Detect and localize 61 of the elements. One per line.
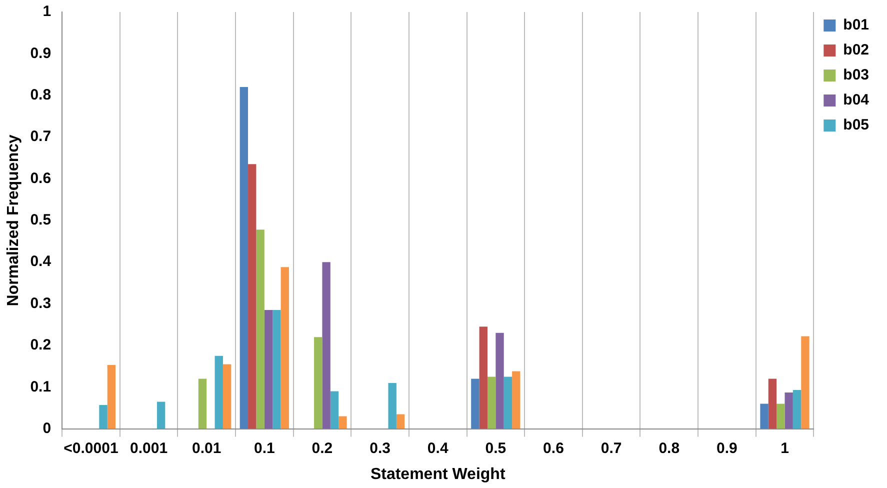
bar	[330, 391, 339, 429]
bar	[801, 336, 810, 429]
bar	[487, 376, 496, 429]
bar	[314, 337, 322, 429]
bar	[198, 378, 207, 429]
legend-label: b03	[843, 66, 870, 84]
x-tick-label: 0.5	[485, 440, 506, 457]
bar	[156, 402, 166, 429]
bar	[776, 404, 785, 429]
x-tick-label: 0.001	[130, 440, 168, 457]
bar	[338, 416, 347, 429]
bar	[768, 378, 777, 429]
bar	[256, 230, 264, 429]
y-tick-label: 0.5	[30, 212, 52, 229]
bar	[496, 332, 504, 429]
bar	[248, 164, 256, 429]
bar	[240, 87, 248, 429]
bar	[512, 371, 520, 429]
bar	[107, 365, 116, 429]
y-axis-title: Normalized Frequency	[5, 134, 22, 306]
bar	[388, 382, 396, 429]
y-tick-label: 0	[42, 420, 52, 437]
bar	[471, 378, 480, 429]
y-tick-label: 0.6	[30, 170, 52, 187]
x-tick-label: 0.3	[370, 440, 390, 457]
x-tick-label: 0.7	[600, 440, 622, 457]
x-tick-label: 0.9	[716, 440, 738, 457]
x-tick-label: 1	[780, 440, 789, 457]
bar	[784, 392, 793, 429]
x-tick-label: 0.4	[427, 440, 449, 457]
bar	[222, 364, 232, 429]
bar	[214, 356, 223, 429]
x-tick-label: 0.8	[658, 440, 680, 457]
bar	[264, 310, 273, 429]
bar	[479, 326, 488, 429]
x-tick-label: 0.6	[543, 440, 564, 457]
bar	[396, 414, 405, 429]
x-tick-label: 0.01	[192, 440, 222, 457]
y-tick-label: 0.2	[30, 336, 52, 354]
bar	[99, 405, 108, 429]
legend-label: b02	[843, 42, 870, 59]
bar	[322, 262, 330, 429]
y-tick-label: 1	[42, 3, 52, 20]
bar	[280, 267, 289, 429]
bar	[504, 376, 512, 429]
bar	[792, 390, 802, 429]
legend-label: b04	[843, 92, 870, 109]
y-tick-label: 0.8	[30, 86, 52, 104]
x-axis-title: Statement Weight	[370, 466, 506, 483]
y-tick-label: 0.1	[30, 378, 52, 396]
bar	[760, 404, 768, 429]
legend-label: b01	[843, 16, 870, 34]
y-tick-label: 0.7	[30, 128, 52, 146]
x-tick-label: 0.2	[312, 440, 333, 457]
legend-label: b05	[843, 116, 870, 134]
y-tick-label: 0.9	[30, 44, 52, 62]
y-tick-label: 0.4	[30, 253, 52, 270]
bar	[272, 310, 281, 429]
y-tick-label: 0.3	[30, 294, 52, 312]
x-tick-label: <0.0001	[64, 440, 118, 457]
x-tick-label: 0.1	[254, 440, 275, 457]
